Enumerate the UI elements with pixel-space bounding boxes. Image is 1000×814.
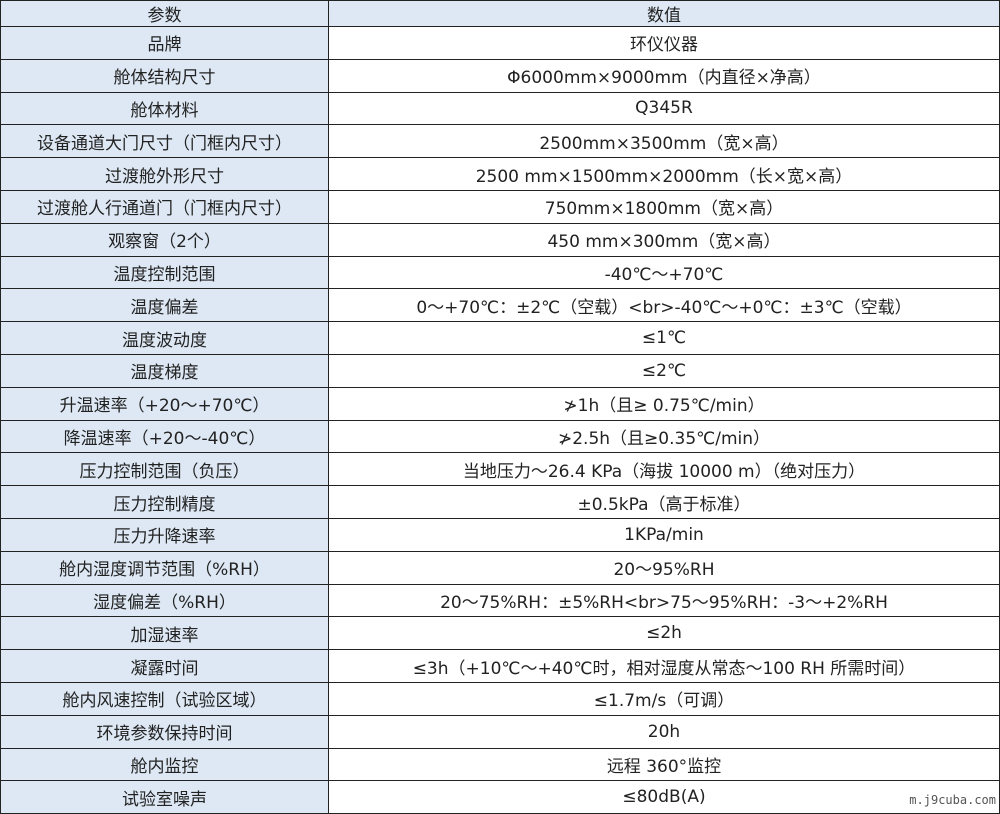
value-cell: ≤1℃ (328, 321, 1000, 355)
value-cell: 2500 mm×1500mm×2000mm（长×宽×高） (328, 157, 1000, 191)
table-row: 设备通道大门尺寸（门框内尺寸） 2500mm×3500mm（宽×高） (0, 124, 1000, 159)
table-row: 观察窗（2个） 450 mm×300mm（宽×高） (0, 222, 1000, 257)
value-cell: ≤2h (328, 616, 1000, 651)
param-cell: 温度偏差 (0, 288, 329, 323)
param-cell: 观察窗（2个） (0, 222, 329, 257)
table-row: 环境参数保持时间 20h (0, 714, 1000, 749)
param-cell: 湿度偏差（%RH） (0, 583, 329, 618)
header-cell: 参数 (0, 0, 329, 27)
param-cell: 品牌 (0, 26, 329, 60)
value-cell: ≤2℃ (328, 353, 1000, 388)
param-cell: 温度波动度 (0, 321, 329, 355)
table-row: 舱体结构尺寸 Φ6000mm×9000mm（内直径×净高） (0, 58, 1000, 93)
table-row: 加湿速率 ≤2h (0, 616, 1000, 651)
value-cell: 20h (328, 714, 1000, 749)
param-cell: 舱体结构尺寸 (0, 58, 329, 93)
value-cell: ≯1h（且≥ 0.75℃/min） (328, 386, 1000, 421)
value-cell: ±0.5kPa（高于标准） (328, 485, 1000, 519)
value-cell: 1KPa/min (328, 517, 1000, 552)
table-row: 压力控制范围（负压） 当地压力～26.4 KPa（海拔 10000 m）（绝对压力… (0, 452, 1000, 487)
param-cell: 舱内湿度调节范围（%RH） (0, 550, 329, 585)
param-cell: 加湿速率 (0, 616, 329, 651)
value-cell: Φ6000mm×9000mm（内直径×净高） (328, 58, 1000, 93)
param-cell: 凝露时间 (0, 649, 329, 683)
param-cell: 过渡舱外形尺寸 (0, 157, 329, 191)
value-cell: 0～+70℃：±2℃（空载）<br>-40℃～+0℃：±3℃（空载） (328, 288, 1000, 323)
value-cell: ≤1.7m/s（可调） (328, 681, 1000, 716)
header-cell: 数值 (328, 0, 1000, 27)
table-row: 降温速率（+20～-40℃） ≯2.5h（且≥0.35℃/min） (0, 419, 1000, 454)
table-row: 试验室噪声 ≤80dB(A) (0, 780, 1000, 814)
table-row: 舱内风速控制（试验区域） ≤1.7m/s（可调） (0, 681, 1000, 716)
table-row: 温度梯度 ≤2℃ (0, 353, 1000, 388)
table-row: 压力升降速率 1KPa/min (0, 517, 1000, 552)
table-row: 过渡舱人行通道门（门框内尺寸） 750mm×1800mm（宽×高） (0, 189, 1000, 224)
param-cell: 舱内风速控制（试验区域） (0, 681, 329, 716)
table-row: 温度波动度 ≤1℃ (0, 321, 1000, 355)
value-cell: ≯2.5h（且≥0.35℃/min） (328, 419, 1000, 454)
param-cell: 过渡舱人行通道门（门框内尺寸） (0, 189, 329, 224)
param-cell: 温度控制范围 (0, 255, 329, 290)
table-row: 舱内监控 远程 360°监控 (0, 747, 1000, 782)
value-cell: 远程 360°监控 (328, 747, 1000, 782)
table-row: 凝露时间 ≤3h（+10℃～+40℃时，相对湿度从常态～100 RH 所需时间） (0, 649, 1000, 683)
table-row: 舱内湿度调节范围（%RH） 20～95%RH (0, 550, 1000, 585)
table-row: 升温速率（+20～+70℃） ≯1h（且≥ 0.75℃/min） (0, 386, 1000, 421)
param-cell: 压力升降速率 (0, 517, 329, 552)
table-row: 温度控制范围 -40℃～+70℃ (0, 255, 1000, 290)
value-cell: 750mm×1800mm（宽×高） (328, 189, 1000, 224)
header-row: 参数 数值 (0, 0, 1000, 27)
param-cell: 降温速率（+20～-40℃） (0, 419, 329, 454)
param-cell: 环境参数保持时间 (0, 714, 329, 749)
param-cell: 舱内监控 (0, 747, 329, 782)
param-cell: 舱体材料 (0, 91, 329, 126)
value-cell: 2500mm×3500mm（宽×高） (328, 124, 1000, 159)
value-cell: 20～75%RH：±5%RH<br>75～95%RH：-3～+2%RH (328, 583, 1000, 618)
table-row: 舱体材料 Q345R (0, 91, 1000, 126)
param-cell: 温度梯度 (0, 353, 329, 388)
watermark: m.j9cuba.com (909, 793, 996, 807)
param-cell: 设备通道大门尺寸（门框内尺寸） (0, 124, 329, 159)
param-cell: 试验室噪声 (0, 780, 329, 814)
param-cell: 压力控制精度 (0, 485, 329, 519)
value-cell: Q345R (328, 91, 1000, 126)
table-row: 温度偏差 0～+70℃：±2℃（空载）<br>-40℃～+0℃：±3℃（空载） (0, 288, 1000, 323)
param-cell: 升温速率（+20～+70℃） (0, 386, 329, 421)
value-cell: ≤3h（+10℃～+40℃时，相对湿度从常态～100 RH 所需时间） (328, 649, 1000, 683)
value-cell: 当地压力～26.4 KPa（海拔 10000 m）（绝对压力） (328, 452, 1000, 487)
table-row: 品牌 环仪仪器 (0, 26, 1000, 60)
value-cell: 环仪仪器 (328, 26, 1000, 60)
value-cell: 450 mm×300mm（宽×高） (328, 222, 1000, 257)
value-cell: 20～95%RH (328, 550, 1000, 585)
table-row: 湿度偏差（%RH） 20～75%RH：±5%RH<br>75～95%RH：-3～+… (0, 583, 1000, 618)
value-cell: -40℃～+70℃ (328, 255, 1000, 290)
table-row: 过渡舱外形尺寸 2500 mm×1500mm×2000mm（长×宽×高） (0, 157, 1000, 191)
table-row: 压力控制精度 ±0.5kPa（高于标准） (0, 485, 1000, 519)
value-cell: ≤80dB(A) (328, 780, 1000, 814)
param-cell: 压力控制范围（负压） (0, 452, 329, 487)
